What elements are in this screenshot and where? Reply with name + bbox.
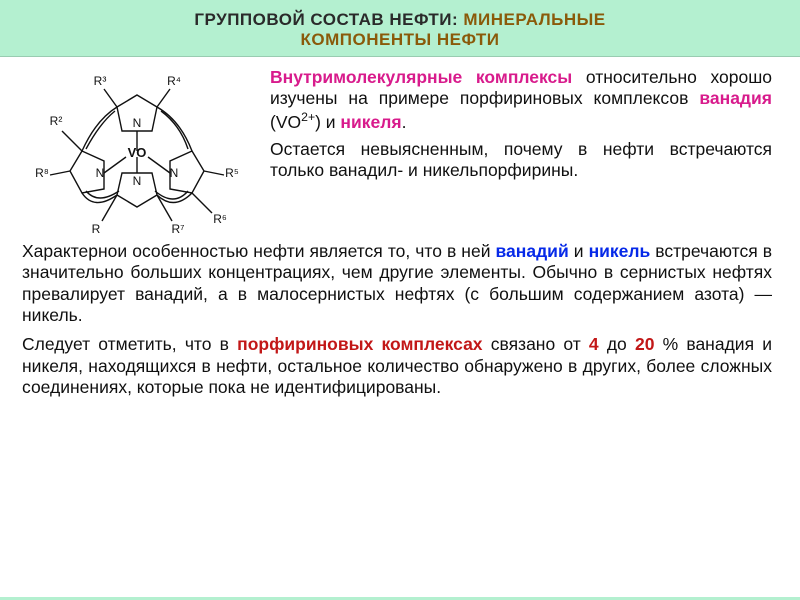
svg-text:R⁶: R⁶ [213,212,227,226]
p3-a: Следует отметить, что в [22,334,237,354]
hl-nickel-1: никеля [340,112,401,132]
slide-content: VO N N N N R³ R⁴ R⁵ R⁶ R⁷ R R⁸ R² [0,57,800,597]
svg-text:N: N [170,166,179,180]
intro-p1: Внутримолекулярные комплексы относительн… [270,67,772,133]
slide: ГРУППОВОЙ СОСТАВ НЕФТИ: МИНЕРАЛЬНЫЕ КОМП… [0,0,800,600]
porphyrin-icon: VO N N N N R³ R⁴ R⁵ R⁶ R⁷ R R⁸ R² [22,65,252,237]
hl-intramolecular: Внутримолекулярные комплексы [270,67,572,87]
svg-text:R³: R³ [94,74,107,88]
body-text: Характернои особенностью нефти является … [22,241,772,398]
p2-a: Характернои особенностью нефти является … [22,241,496,261]
p2-b: и [569,241,589,261]
title-accent-1: МИНЕРАЛЬНЫЕ [463,10,605,29]
p3-b: связано от [483,334,589,354]
vo-charge: 2+ [301,110,315,124]
intro-p1-c: (VO [270,112,301,132]
svg-text:R²: R² [50,114,63,128]
svg-text:R⁵: R⁵ [225,166,239,180]
hl-vanadium-2: ванадий [496,241,569,261]
hl-vanadium-1: ванадия [699,88,772,108]
svg-text:R⁸: R⁸ [35,166,49,180]
svg-text:R⁴: R⁴ [167,74,181,88]
intro-p2: Остается невыясненным, почему в нефти вс… [270,139,772,182]
molecule-diagram: VO N N N N R³ R⁴ R⁵ R⁶ R⁷ R R⁸ R² [22,65,252,237]
intro-text: Внутримолекулярные комплексы относительн… [270,67,772,188]
intro-p1-e: . [402,112,407,132]
para-3: Следует отметить, что в порфириновых ком… [22,334,772,398]
para-2: Характернои особенностью нефти является … [22,241,772,326]
svg-text:R: R [92,222,101,236]
hl-num-4: 4 [589,334,599,354]
svg-text:N: N [133,174,142,188]
top-row: VO N N N N R³ R⁴ R⁵ R⁶ R⁷ R R⁸ R² [22,65,772,237]
title-plain: ГРУППОВОЙ СОСТАВ НЕФТИ: [194,10,458,29]
svg-text:VO: VO [128,145,147,160]
title-accent-2: КОМПОНЕНТЫ НЕФТИ [301,30,500,49]
svg-text:N: N [96,166,105,180]
intro-p1-d: ) и [315,112,340,132]
p3-c: до [599,334,635,354]
hl-nickel-2: никель [589,241,651,261]
hl-porphyrin: порфириновых комплексах [237,334,482,354]
svg-text:N: N [133,116,142,130]
svg-text:R⁷: R⁷ [171,222,184,236]
hl-num-20: 20 [635,334,654,354]
slide-title: ГРУППОВОЙ СОСТАВ НЕФТИ: МИНЕРАЛЬНЫЕ КОМП… [0,0,800,57]
